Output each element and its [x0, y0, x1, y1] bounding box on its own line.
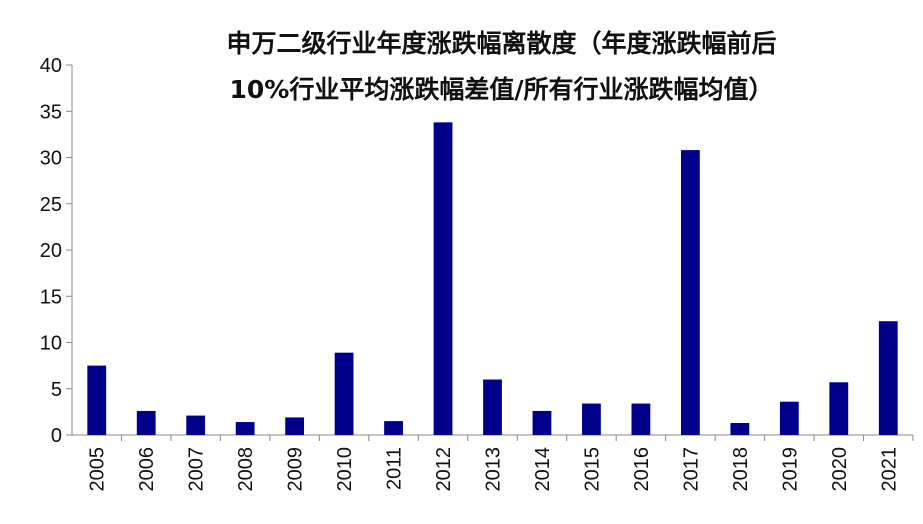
chart-title-line-1: 申万二级行业年度涨跌幅离散度（年度涨跌幅前后 [226, 29, 777, 58]
x-tick-label: 2010 [334, 447, 356, 492]
chart-title-line-2: 10%行业平均涨跌幅差值/所有行业涨跌幅均值） [229, 75, 774, 104]
x-tick-label: 2012 [433, 447, 455, 492]
y-tick-label: 40 [40, 55, 62, 77]
y-tick-label: 5 [51, 379, 62, 401]
x-tick-label: 2015 [581, 447, 603, 492]
bar-2011 [384, 421, 403, 435]
bar-2019 [779, 401, 799, 435]
bar-2016 [631, 403, 651, 435]
y-tick-label: 0 [51, 425, 62, 447]
y-tick-label: 30 [40, 148, 62, 170]
bar-2015 [582, 403, 601, 435]
x-tick-label: 2006 [136, 447, 158, 492]
bar-2007 [186, 415, 206, 435]
x-tick-label: 2005 [87, 447, 109, 492]
x-tick-label: 2021 [878, 447, 900, 492]
x-tick-label: 2018 [730, 447, 752, 492]
x-tick-label: 2007 [186, 447, 208, 492]
y-tick-label: 10 [40, 333, 62, 355]
x-tick-label: 2016 [631, 447, 653, 492]
x-tick-label: 2020 [829, 447, 851, 492]
x-tick-label: 2011 [384, 447, 406, 490]
y-tick-label: 25 [40, 194, 62, 216]
bar-2012 [433, 122, 453, 435]
bar-2006 [136, 410, 156, 435]
bar-2013 [483, 379, 502, 435]
bar-2008 [235, 422, 255, 435]
bar-2018 [730, 422, 750, 435]
x-tick-label: 2013 [483, 447, 505, 492]
y-tick-label: 15 [40, 286, 62, 308]
bar-2021 [878, 321, 898, 435]
x-tick-label: 2017 [680, 447, 702, 492]
bar-2020 [829, 382, 849, 435]
bar-2017 [680, 150, 700, 435]
x-tick-label: 2008 [235, 447, 257, 492]
x-tick-label: 2009 [285, 447, 307, 492]
bar-2014 [532, 410, 552, 435]
bar-2009 [285, 417, 305, 435]
bar-2005 [87, 365, 107, 435]
y-tick-label: 35 [40, 101, 62, 123]
y-tick-label: 20 [40, 240, 62, 262]
x-tick-label: 2019 [779, 447, 801, 492]
bar-2010 [334, 352, 354, 435]
x-tick-label: 2014 [532, 447, 554, 492]
